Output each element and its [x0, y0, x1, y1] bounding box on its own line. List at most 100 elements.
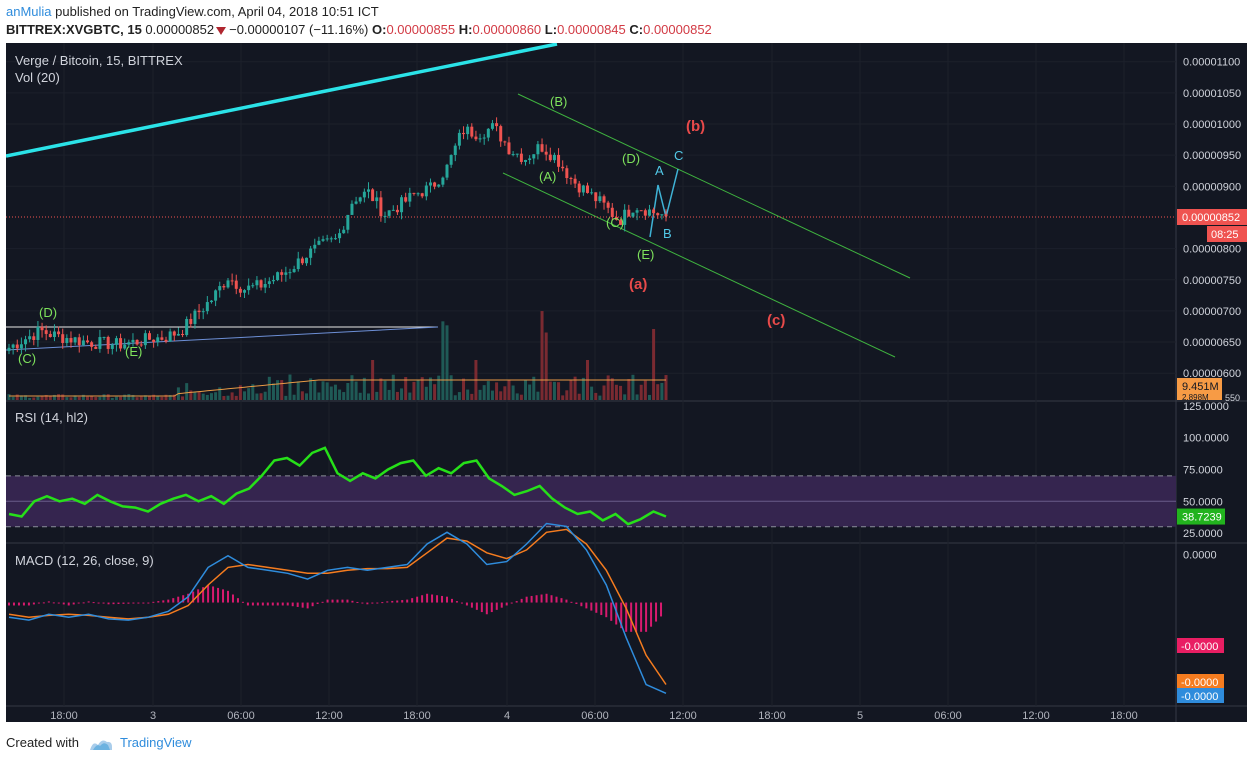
macd-histogram-bar — [510, 602, 513, 604]
macd-histogram-bar — [271, 602, 274, 606]
macd-histogram-bar — [446, 596, 448, 603]
candle-body — [143, 333, 147, 346]
chart-svg[interactable]: 125.0000100.000075.000050.000025.000038.… — [6, 43, 1247, 722]
high-value: 0.00000860 — [472, 22, 542, 37]
candle-body — [619, 219, 623, 225]
macd-histogram-bar — [326, 599, 329, 603]
macd-histogram-bar — [490, 602, 493, 613]
candle-body — [333, 238, 337, 240]
candle-body — [639, 210, 643, 212]
candle-body — [280, 272, 284, 275]
chart-area[interactable]: 125.0000 100.0000 75.0000 50.0000 25.0000 38.… — [6, 43, 1247, 722]
volume-bar — [263, 391, 267, 400]
macd-histogram-bar — [301, 602, 304, 608]
macd-histogram-bar — [470, 602, 473, 608]
volume-label: 9.451M — [1182, 381, 1219, 393]
macd-histogram-bar — [47, 601, 50, 603]
rsi-tick-label: 100.0000 — [1183, 433, 1229, 445]
macd-histogram-bar — [475, 602, 478, 610]
volume-bar — [610, 378, 614, 400]
created-with-text: Created with — [6, 735, 79, 750]
volume-bar — [57, 394, 61, 400]
candle-body — [379, 197, 383, 217]
candle-body — [156, 337, 160, 343]
volume-bar — [36, 396, 40, 400]
macd-histogram-bar — [32, 602, 35, 605]
macd-histogram-bar — [376, 602, 379, 604]
time-tick-label: 4 — [504, 710, 510, 722]
annotations: (D) (C) (E) (B) (A) (D) (C) (E) A B C(b) (a) (c) — [18, 94, 785, 366]
volume-bar — [433, 384, 437, 400]
candle-body — [441, 177, 445, 185]
macd-histogram-bar — [142, 602, 145, 604]
chart-header: anMulia published on TradingView.com, Ap… — [0, 0, 1253, 40]
volume-bar — [313, 381, 317, 400]
candle-body — [424, 185, 428, 197]
macd-histogram-bar — [177, 596, 180, 603]
macd-histogram-bar — [52, 602, 55, 604]
macd-histogram-bar — [371, 602, 374, 604]
time-tick-label: 06:00 — [227, 710, 255, 722]
candle-body — [565, 168, 569, 179]
candle-body — [656, 213, 660, 216]
volume-bar — [643, 380, 647, 400]
macd-histogram-bar — [401, 600, 404, 603]
macd-value-label: -0.0000 — [1181, 691, 1218, 703]
candle-body — [371, 189, 375, 202]
candle-body — [346, 214, 350, 230]
low-label: L: — [544, 22, 558, 37]
volume-bar — [90, 396, 94, 400]
candle-body — [391, 209, 395, 211]
volume-bar — [284, 395, 288, 400]
macd-histogram-bar — [585, 602, 588, 609]
volume-bar — [329, 386, 333, 400]
time-tick-label: 18:00 — [1110, 710, 1138, 722]
symbol-name[interactable]: BITTREX:XVGBTC, 15 — [6, 22, 142, 37]
author-link[interactable]: anMulia — [6, 4, 52, 19]
macd-histogram-bar — [351, 600, 354, 603]
candle-body — [114, 338, 118, 345]
partial-tick-label: 550 — [1225, 393, 1240, 403]
macd-histogram-bar — [87, 601, 90, 603]
candle-body — [408, 192, 412, 202]
volume-bar — [321, 381, 325, 400]
macd-histogram-bar — [187, 593, 190, 603]
macd-histogram-bar — [8, 602, 10, 606]
wave-annotation: (b) — [686, 118, 705, 135]
macd-histogram-bar — [635, 602, 638, 632]
axes: 18:00 3 06:00 12:00 18:00 4 06:00 12:00 18:00 5 06… — [15, 53, 1247, 722]
volume-bar — [594, 392, 598, 400]
volume-bar — [127, 394, 131, 400]
candle-body — [664, 214, 668, 217]
publish-text: published on TradingView.com, April 04, … — [55, 4, 379, 19]
macd-histogram-bar — [57, 602, 60, 604]
candle-body — [457, 132, 461, 146]
candle-body — [561, 166, 565, 169]
volume-bar — [172, 394, 176, 400]
macd-histogram-bar — [222, 589, 225, 603]
candle-body — [375, 197, 379, 202]
volume-bar — [412, 381, 416, 400]
candle-body — [602, 196, 606, 203]
macd-histogram-bar — [560, 598, 563, 603]
macd-histogram-bar — [525, 596, 528, 603]
candle-body — [243, 290, 247, 293]
candle-body — [61, 334, 65, 343]
candle-body — [453, 145, 457, 156]
macd-histogram-bar — [217, 587, 220, 603]
macd-histogram-bar — [660, 602, 663, 617]
tradingview-brand-link[interactable]: TradingView — [120, 735, 192, 750]
volume-bar — [226, 395, 230, 400]
candle-body — [15, 344, 19, 349]
macd-histogram-bar — [421, 595, 424, 603]
macd-histogram-bar — [107, 602, 110, 605]
last-price-label: 0.00000852 — [1182, 212, 1240, 224]
tradingview-logo-icon[interactable] — [89, 737, 113, 751]
candle-body — [263, 284, 267, 288]
candle-body — [428, 182, 432, 186]
volume-bar — [561, 395, 565, 400]
candle-body — [350, 203, 354, 215]
volume-bar — [652, 328, 656, 400]
price-tick-label: 0.00000900 — [1183, 181, 1241, 193]
volume-bar — [614, 384, 618, 400]
